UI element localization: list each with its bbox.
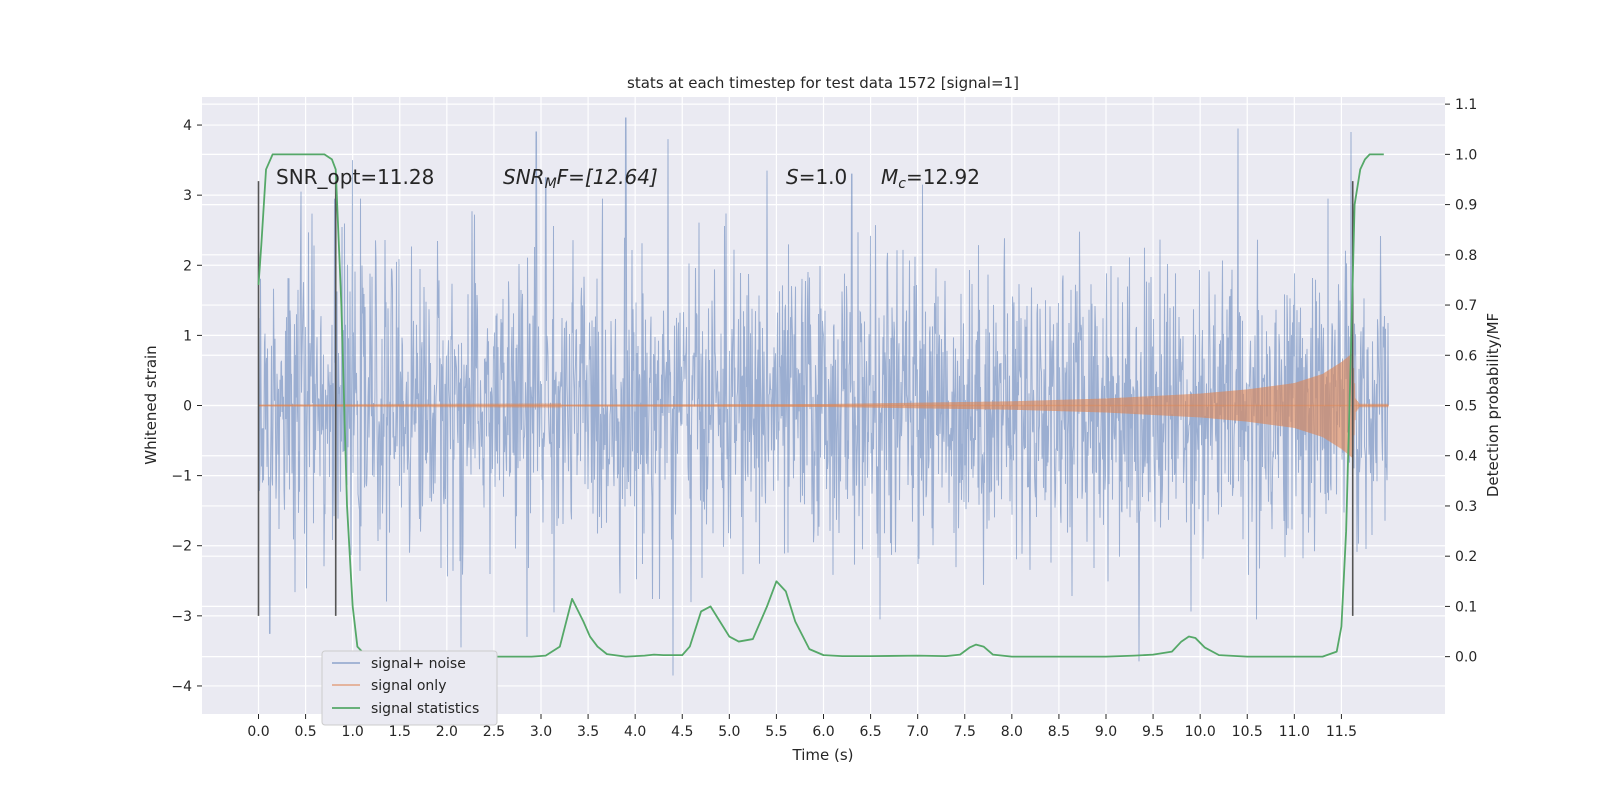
mc-val: =12.92	[906, 165, 980, 189]
annotation-snr-mf: SNRMF=[12.64]	[503, 165, 658, 192]
x-tick-label: 5.5	[765, 724, 787, 740]
x-tick-label: 11.0	[1279, 724, 1310, 740]
legend-label-signal: signal only	[371, 678, 446, 694]
y2-tick-label: 0.7	[1455, 298, 1477, 314]
signal-only-series	[258, 352, 1389, 458]
y-tick-label: −3	[171, 609, 192, 625]
annotation-s: S=1.0	[786, 165, 847, 189]
y-tick-label: 4	[183, 118, 192, 134]
noise-trace	[258, 117, 1389, 676]
y2-tick-label: 0.0	[1455, 650, 1477, 666]
snr-mf-main: SNR	[503, 165, 545, 189]
x-tick-label: 10.0	[1185, 724, 1216, 740]
x-tick-label: 1.5	[389, 724, 411, 740]
legend-label-noise: signal+ noise	[371, 656, 466, 672]
y-axis-label: Whitened strain	[142, 345, 160, 464]
x-tick-label: 7.0	[907, 724, 929, 740]
y-ticks: 4 3 2 1 0 −1 −2 −3 −4	[171, 118, 202, 695]
x-tick-label: 7.5	[954, 724, 976, 740]
y2-tick-label: 0.1	[1455, 599, 1477, 615]
y2-tick-label: 0.8	[1455, 248, 1477, 264]
x-tick-label: 8.5	[1048, 724, 1070, 740]
x-tick-label: 0.5	[294, 724, 316, 740]
y2-tick-label: 1.1	[1455, 97, 1477, 113]
y-tick-label: 3	[183, 188, 192, 204]
y2-axis-label: Detection probability/MF	[1484, 313, 1502, 497]
x-tick-label: 6.5	[859, 724, 881, 740]
legend-label-stats: signal statistics	[371, 701, 479, 717]
s-var: S	[786, 165, 799, 189]
y2-tick-label: 0.4	[1455, 449, 1477, 465]
y2-tick-label: 0.3	[1455, 499, 1477, 515]
chart-title: stats at each timestep for test data 157…	[627, 74, 1019, 92]
y-tick-label: 0	[183, 399, 192, 415]
y2-ticks: 1.1 1.0 0.9 0.8 0.7 0.6 0.5 0.4 0.3 0.2 0.1 0.0	[1445, 97, 1477, 666]
y-tick-label: −4	[171, 679, 192, 695]
x-tick-label: 10.5	[1232, 724, 1263, 740]
x-tick-label: 0.0	[247, 724, 269, 740]
y-tick-label: 2	[183, 258, 192, 274]
x-tick-label: 9.0	[1095, 724, 1117, 740]
y2-tick-label: 0.2	[1455, 549, 1477, 565]
y-tick-label: −1	[171, 469, 192, 485]
mc-var: M	[881, 165, 898, 189]
snr-mf-rest: F=[12.64]	[557, 165, 658, 189]
x-tick-label: 11.5	[1326, 724, 1357, 740]
x-tick-label: 6.0	[812, 724, 834, 740]
annotation-snr-opt: SNR_opt=11.28	[276, 165, 434, 189]
mc-sub: c	[898, 176, 906, 192]
y2-tick-label: 0.9	[1455, 198, 1477, 214]
y-tick-label: 1	[183, 328, 192, 344]
x-axis-label: Time (s)	[792, 746, 854, 764]
signal-noise-series	[258, 117, 1389, 676]
y2-tick-label: 1.0	[1455, 147, 1477, 163]
x-tick-label: 2.5	[483, 724, 505, 740]
y2-tick-label: 0.6	[1455, 348, 1477, 364]
x-tick-label: 2.0	[436, 724, 458, 740]
x-tick-label: 1.0	[342, 724, 364, 740]
x-tick-label: 3.0	[530, 724, 552, 740]
x-tick-label: 4.5	[671, 724, 693, 740]
x-tick-label: 5.0	[718, 724, 740, 740]
x-tick-label: 9.5	[1142, 724, 1164, 740]
x-ticks: 0.0 0.5 1.0 1.5 2.0 2.5 3.0 3.5 4.0 4.5 5.0 5.5 6.0 6…	[247, 714, 1357, 740]
annotation-mc: Mc=12.92	[881, 165, 980, 192]
x-tick-label: 8.0	[1001, 724, 1023, 740]
legend-box	[321, 650, 498, 726]
legend: signal+ noise signal only signal statist…	[321, 650, 498, 726]
y2-tick-label: 0.5	[1455, 399, 1477, 415]
x-tick-label: 4.0	[624, 724, 646, 740]
s-val: =1.0	[799, 165, 848, 189]
y-tick-label: −2	[171, 539, 192, 555]
x-tick-label: 3.5	[577, 724, 599, 740]
snr-mf-sub: M	[545, 176, 557, 192]
